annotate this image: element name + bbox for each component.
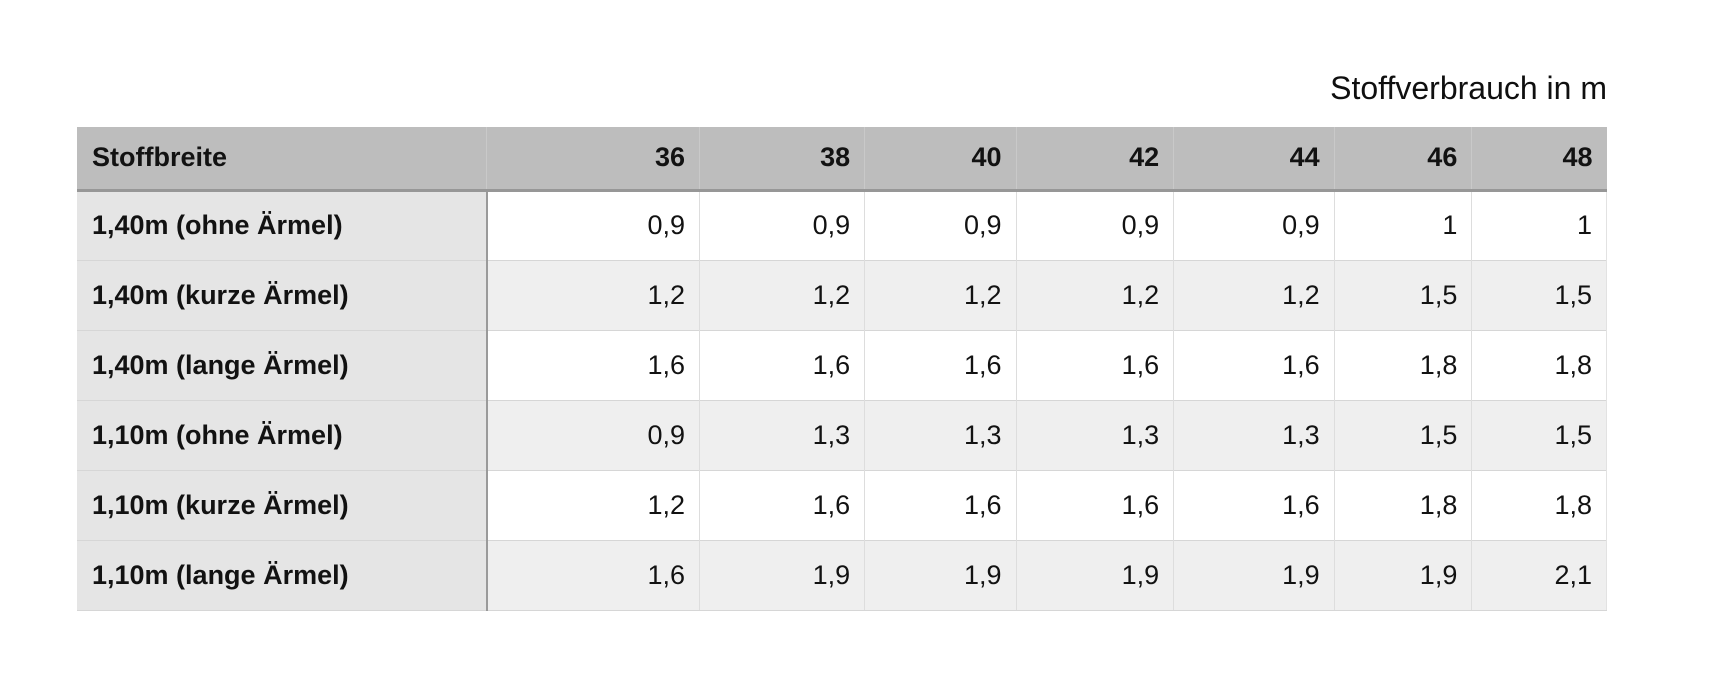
- value-cell: 1: [1333, 189, 1472, 260]
- value-cell: 0,9: [698, 189, 865, 260]
- value-cell: 0,9: [1015, 189, 1174, 260]
- header-cell-stoffbreite: Stoffbreite: [77, 127, 487, 192]
- value-cell: 1,6: [698, 469, 865, 540]
- table-row: 1,10m (ohne Ärmel) 0,9 1,3 1,3 1,3 1,3 1…: [77, 399, 1607, 470]
- value-cell: 1,3: [698, 399, 865, 470]
- table-row: 1,40m (ohne Ärmel) 0,9 0,9 0,9 0,9 0,9 1…: [77, 189, 1607, 260]
- value-cell: 1,2: [864, 259, 1017, 330]
- table-row: 1,10m (kurze Ärmel) 1,2 1,6 1,6 1,6 1,6 …: [77, 469, 1607, 540]
- row-label: 1,40m (kurze Ärmel): [77, 259, 488, 330]
- value-cell: 0,9: [1173, 189, 1335, 260]
- row-label: 1,40m (ohne Ärmel): [77, 189, 488, 260]
- value-cell: 1: [1471, 189, 1607, 260]
- value-cell: 1,6: [864, 329, 1017, 400]
- value-cell: 1,9: [1173, 539, 1335, 611]
- header-cell-size-36: 36: [486, 127, 700, 192]
- fabric-consumption-table: Stoffbreite 36 38 40 42 44 46 48 1,40m (…: [77, 127, 1607, 611]
- value-cell: 1,2: [486, 469, 700, 540]
- value-cell: 1,5: [1471, 259, 1607, 330]
- header-cell-size-40: 40: [864, 127, 1017, 192]
- value-cell: 1,5: [1471, 399, 1607, 470]
- value-cell: 1,3: [864, 399, 1017, 470]
- value-cell: 1,9: [1333, 539, 1472, 611]
- value-cell: 1,8: [1471, 329, 1607, 400]
- value-cell: 1,9: [864, 539, 1017, 611]
- table-title: Stoffverbrauch in m: [1330, 70, 1607, 106]
- header-cell-size-44: 44: [1173, 127, 1335, 192]
- value-cell: 1,6: [1173, 329, 1335, 400]
- value-cell: 1,6: [1173, 469, 1335, 540]
- value-cell: 1,6: [486, 539, 700, 611]
- header-cell-size-38: 38: [698, 127, 865, 192]
- row-label: 1,10m (ohne Ärmel): [77, 399, 488, 470]
- header-cell-size-46: 46: [1333, 127, 1472, 192]
- table-row: 1,40m (kurze Ärmel) 1,2 1,2 1,2 1,2 1,2 …: [77, 259, 1607, 330]
- row-label: 1,40m (lange Ärmel): [77, 329, 488, 400]
- header-cell-size-48: 48: [1471, 127, 1607, 192]
- value-cell: 1,9: [1015, 539, 1174, 611]
- value-cell: 1,8: [1333, 469, 1472, 540]
- value-cell: 1,2: [1015, 259, 1174, 330]
- value-cell: 1,6: [1015, 329, 1174, 400]
- value-cell: 1,5: [1333, 259, 1472, 330]
- value-cell: 1,2: [1173, 259, 1335, 330]
- value-cell: 1,3: [1015, 399, 1174, 470]
- row-label: 1,10m (kurze Ärmel): [77, 469, 488, 540]
- value-cell: 1,6: [1015, 469, 1174, 540]
- value-cell: 1,2: [486, 259, 700, 330]
- value-cell: 1,8: [1333, 329, 1472, 400]
- value-cell: 0,9: [864, 189, 1017, 260]
- value-cell: 1,9: [698, 539, 865, 611]
- value-cell: 1,6: [698, 329, 865, 400]
- header-cell-size-42: 42: [1015, 127, 1174, 192]
- row-label: 1,10m (lange Ärmel): [77, 539, 488, 611]
- value-cell: 1,6: [486, 329, 700, 400]
- value-cell: 1,3: [1173, 399, 1335, 470]
- value-cell: 2,1: [1471, 539, 1607, 611]
- value-cell: 1,6: [864, 469, 1017, 540]
- value-cell: 1,5: [1333, 399, 1472, 470]
- table-row: 1,10m (lange Ärmel) 1,6 1,9 1,9 1,9 1,9 …: [77, 539, 1607, 611]
- table-row: 1,40m (lange Ärmel) 1,6 1,6 1,6 1,6 1,6 …: [77, 329, 1607, 400]
- value-cell: 0,9: [486, 399, 700, 470]
- value-cell: 1,8: [1471, 469, 1607, 540]
- value-cell: 0,9: [486, 189, 700, 260]
- value-cell: 1,2: [698, 259, 865, 330]
- header-row: Stoffbreite 36 38 40 42 44 46 48: [77, 127, 1607, 192]
